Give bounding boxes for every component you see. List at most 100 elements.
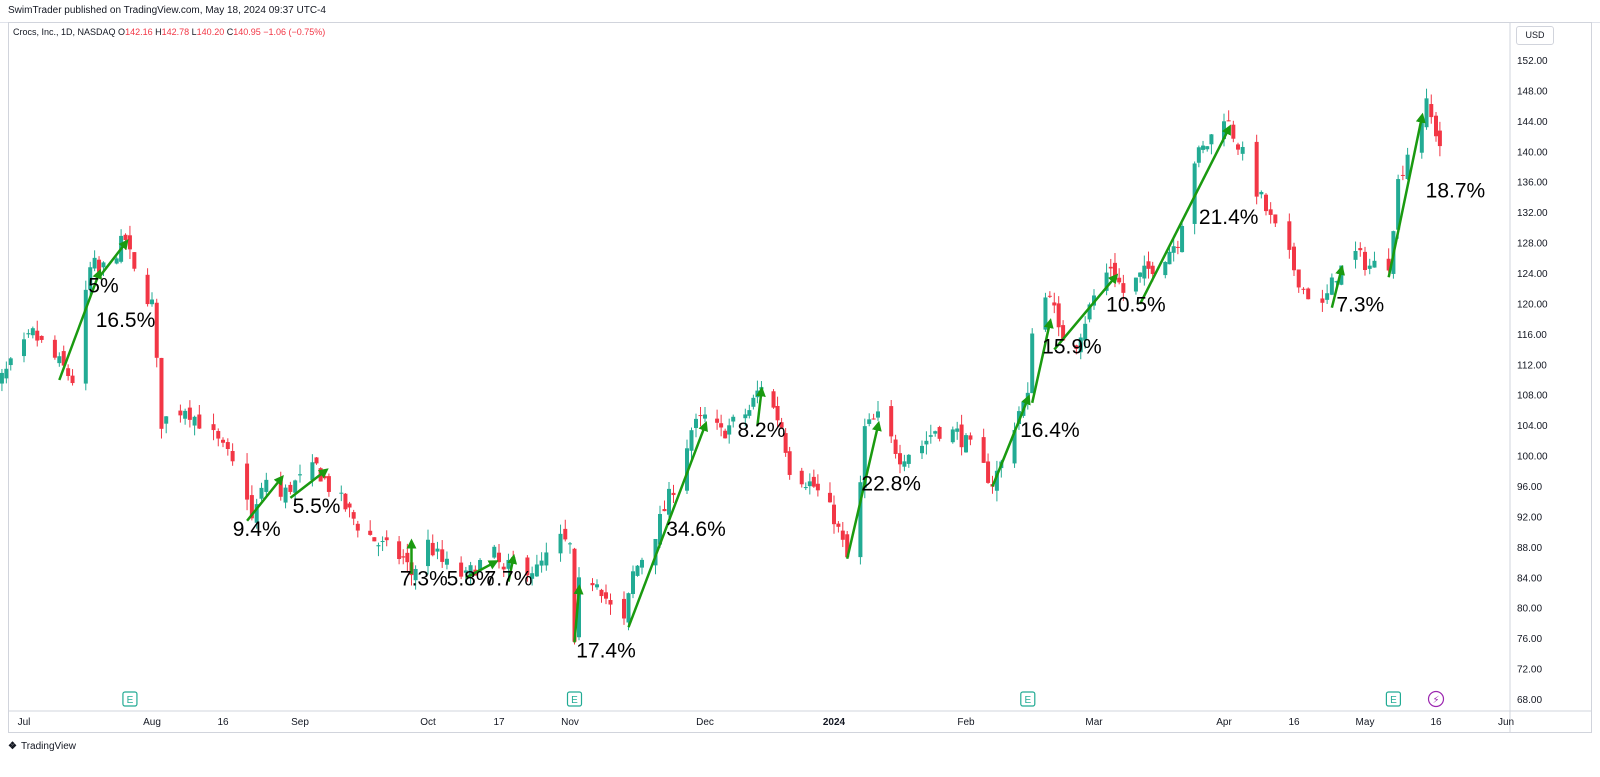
gain-arrow [755,386,766,426]
gain-arrow [1030,318,1054,404]
candle-body [164,416,169,424]
candle-body [783,433,788,453]
y-tick-label: 80.00 [1517,604,1542,615]
x-tick-label: Jul [18,717,31,728]
x-tick-label: Nov [561,717,579,728]
candle-body [1434,115,1438,137]
gain-annotation: 10.5% [1106,294,1166,317]
candle-body [101,262,106,268]
candle-body [92,257,97,269]
candle-body [779,422,784,428]
candle-body [413,568,418,581]
candle-body [1061,325,1066,341]
candle-body [928,435,933,437]
candle-body [608,600,613,605]
candle-body [572,548,577,642]
candle-body [815,483,820,491]
tradingview-logo-icon: ❖ [8,741,17,752]
candle-body [259,487,264,499]
candle-body [631,571,635,595]
x-tick-label: Jun [1498,717,1514,728]
candle-body [1074,345,1079,349]
candle-body [964,435,968,453]
y-tick-label: 112.00 [1517,360,1547,371]
candle-body [230,451,235,462]
candle-body [351,512,356,519]
gain-annotation: 22.8% [861,472,921,495]
earnings-marker-label: E [127,695,134,706]
candle-body [501,566,506,570]
candle-body [662,509,667,512]
candle-body [127,235,132,250]
currency-button[interactable]: USD [1516,26,1554,45]
candle-body [924,440,929,445]
x-tick-label: Feb [957,717,975,728]
x-tick-label: May [1356,717,1375,728]
candle-body [492,546,497,558]
candle-body [755,390,760,398]
chart-frame [8,22,1592,733]
candle-body [221,439,225,443]
candle-body [178,410,183,416]
candle-body [380,541,385,543]
gain-arrow [58,268,102,381]
symbol-name[interactable]: Crocs, Inc., 1D, NASDAQ [13,27,116,37]
gain-annotation: 16.5% [96,309,156,332]
candle-body [1306,288,1311,300]
tradingview-logo[interactable]: ❖ TradingView [8,741,76,752]
gain-annotation: 34.6% [666,518,726,541]
y-tick-label: 132.00 [1517,208,1548,219]
candle-body [832,504,836,525]
gain-arrow [1139,124,1231,305]
candle-body [0,372,4,384]
candle-body [264,479,269,492]
candle-body [468,565,473,576]
candle-body [534,564,539,577]
candle-body [426,539,430,567]
candle-body [1012,429,1017,464]
candle-body [775,405,780,421]
candle-body [1301,288,1306,290]
candle-body [1236,144,1240,150]
candle-body [840,530,845,540]
candle-body [1367,265,1372,269]
candle-body [1030,333,1035,394]
open-label: O [118,27,126,37]
candle-body [1201,145,1206,150]
y-tick-label: 116.00 [1517,330,1547,341]
candle-body [604,592,608,599]
candle-body [871,418,876,420]
earnings-marker-label: E [571,695,578,706]
candle-body [1405,154,1410,180]
candle-body [1334,281,1339,283]
candle-body [322,476,327,479]
earnings-marker [566,691,583,707]
published-info: SwimTrader published on TradingView.com,… [8,5,326,16]
candle-body [1056,303,1061,328]
y-tick-label: 120.00 [1517,299,1548,310]
candle-body [862,426,867,488]
y-tick-label: 152.00 [1517,56,1548,67]
candle-body [715,418,720,423]
candle-body [658,513,662,545]
candle-body [1083,323,1088,341]
dividend-marker [1427,690,1445,708]
candle-body [747,410,752,416]
candle-body [1180,225,1185,253]
candle-body [197,414,202,429]
candle-body [444,558,449,565]
candle-body [1167,251,1172,265]
candle-body [1117,277,1122,283]
gain-annotation: 5% [88,275,118,298]
candle-body [906,454,911,464]
candle-body [525,557,530,576]
candle-body [1320,298,1325,303]
candle-body [968,435,973,440]
candle-body [898,453,902,465]
candle-body [731,416,736,422]
symbol-legend: Crocs, Inc., 1D, NASDAQ O142.16 H142.78 … [13,27,325,37]
candle-body [459,562,464,577]
candle-body [1205,146,1210,150]
candle-body [1052,302,1057,306]
